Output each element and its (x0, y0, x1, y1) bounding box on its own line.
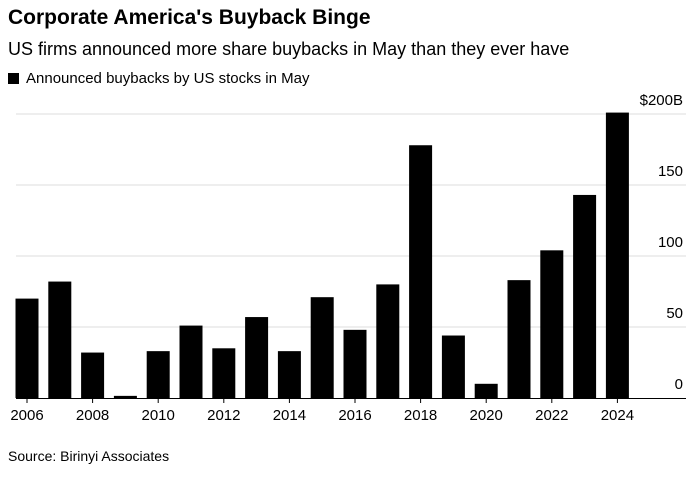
y-tick-label: 50 (666, 305, 683, 322)
bar-2017 (376, 284, 400, 398)
x-tick-label: 2010 (142, 407, 175, 424)
legend: Announced buybacks by US stocks in May (8, 70, 309, 87)
bar-2022 (540, 250, 564, 398)
source-note: Source: Birinyi Associates (8, 448, 170, 464)
bar-2013 (245, 317, 269, 398)
x-tick-label: 2012 (207, 407, 240, 424)
bar-2021 (507, 280, 531, 398)
bar-2023 (573, 194, 597, 398)
y-tick-label: 100 (658, 234, 683, 251)
bar-2016 (343, 329, 367, 398)
x-tick-label: 2006 (10, 407, 43, 424)
bar-2008 (81, 352, 105, 398)
chart-title: Corporate America's Buyback Binge (8, 6, 371, 29)
y-tick-label: $200B (640, 92, 683, 109)
bar-2018 (409, 145, 433, 398)
x-tick-label: 2022 (535, 407, 568, 424)
x-tick-label: 2018 (404, 407, 437, 424)
x-tick-label: 2024 (601, 407, 634, 424)
legend-label: Announced buybacks by US stocks in May (26, 70, 310, 87)
bar-2011 (179, 325, 203, 398)
x-tick-label: 2020 (470, 407, 503, 424)
x-tick-label: 2008 (76, 407, 109, 424)
bar-2006 (15, 298, 39, 398)
bar-2014 (277, 351, 301, 398)
bar-2009 (113, 395, 137, 398)
x-tick-label: 2014 (273, 407, 306, 424)
bar-2019 (441, 335, 465, 398)
bar-2010 (146, 351, 170, 398)
bar-2024 (605, 112, 629, 398)
chart-subtitle: US firms announced more share buybacks i… (8, 39, 570, 59)
bar-2020 (474, 383, 498, 398)
x-tick-label: 2016 (338, 407, 371, 424)
bar-2015 (310, 297, 334, 398)
legend-swatch (8, 73, 19, 84)
y-tick-label: 150 (658, 163, 683, 180)
bar-2007 (48, 281, 72, 398)
bar-2012 (212, 348, 236, 398)
y-tick-label: 0 (675, 376, 683, 393)
